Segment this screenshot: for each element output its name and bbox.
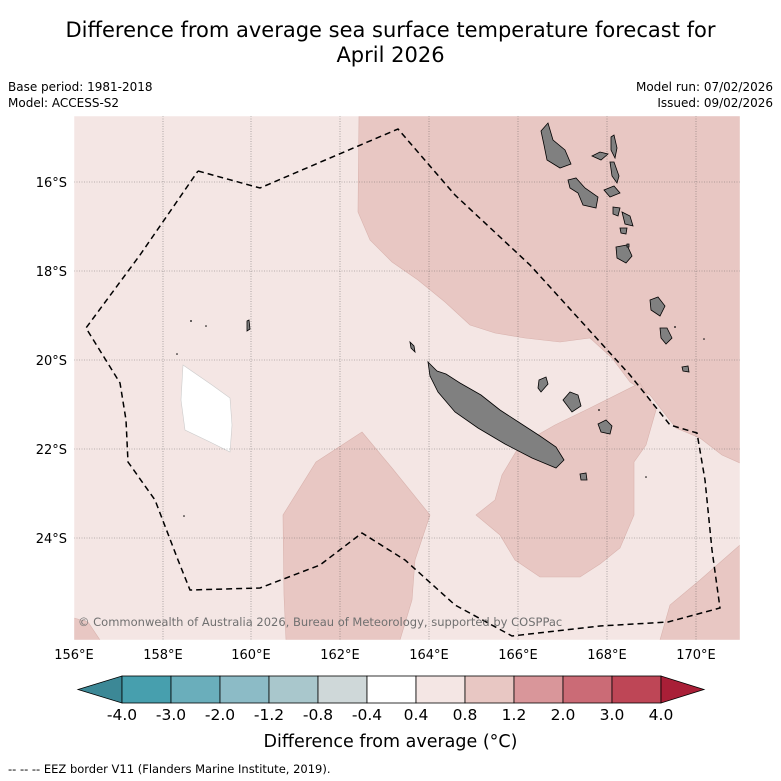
lon-label-164: 164°E [409,648,449,663]
colorbar-tick-9: 2.0 [551,706,576,724]
island-pentecost [609,161,620,184]
colorbar-segment-0 [121,675,172,704]
lat-tick-labels: 16°S 18°S 20°S 22°S 24°S [36,176,67,547]
meta-left: Base period: 1981-2018 Model: ACCESS-S2 [8,79,153,111]
meta-right: Model run: 07/02/2026 Issued: 09/02/2026 [636,79,773,111]
island-isle-of-pines [579,472,588,481]
island-ambrym [603,185,621,198]
lon-tick-labels: 156°E 158°E 160°E 162°E 164°E 166°E 168°… [54,648,716,663]
lon-label-162: 162°E [320,648,360,663]
colorbar-extend-under [76,675,123,704]
island-espiritu-santo [540,122,572,169]
colorbar-segment-7 [464,675,515,704]
legend-note: -- -- -- EEZ border V11 (Flanders Marine… [8,762,331,776]
island-ouvea [537,376,549,393]
chart-title: Difference from average sea surface temp… [0,18,781,68]
lon-label-156: 156°E [54,648,94,663]
island-efate [619,227,628,235]
lon-label-170: 170°E [676,648,716,663]
title-line-1: Difference from average sea surface temp… [65,18,716,42]
island-mare [597,419,613,435]
base-period: Base period: 1981-2018 [8,80,153,94]
island-new-caledonia [427,360,565,469]
map-area: © Commonwealth of Australia 2026, Bureau… [74,116,740,640]
model-name: Model: ACCESS-S2 [8,96,120,110]
anomaly-0.8-1.2-region-south-west [282,431,431,640]
island-belep [409,340,416,354]
island-shepherd [621,211,634,227]
colorbar-tick-8: 1.2 [502,706,527,724]
island-maewo [610,134,618,160]
island-chesterfield [246,319,251,332]
island-ambae [591,151,609,161]
colorbar-tick-2: -2.0 [205,706,235,724]
colorbar-segment-9 [562,675,613,704]
land-masses [246,122,690,481]
colorbar-segment-8 [513,675,564,704]
lon-label-168: 168°E [587,648,627,663]
island-erromango [615,244,633,264]
island-lifou [562,391,582,413]
copyright-notice: © Commonwealth of Australia 2026, Bureau… [78,615,562,629]
colorbar [76,675,706,704]
colorbar-segment-6 [415,675,466,704]
title-line-2: April 2026 [336,43,445,67]
island-tanna [649,296,666,317]
anomaly-0.8-1.2-region-north-east [357,116,740,464]
colorbar-segment-4 [317,675,368,704]
island-epi [612,206,621,217]
anomaly-0.8-1.2-region-south-west-corner [74,617,101,640]
colorbar-tick-3: -1.2 [254,706,284,724]
map-frame [73,115,741,641]
lat-label-16: 16°S [36,176,67,191]
island-malakula [567,177,599,209]
colorbar-label: Difference from average (°C) [263,732,518,752]
lon-label-160: 160°E [231,648,271,663]
island-small-1 [626,243,630,248]
anomaly-0.8-1.2-region-south-east-corner [659,544,740,640]
colorbar-segment-5 [366,675,417,704]
eez-legend-dashes: -- -- -- [8,762,41,776]
colorbar-tick-0: -4.0 [107,706,137,724]
lat-label-18: 18°S [36,265,67,280]
eez-border-dashed [85,128,721,637]
model-run: Model run: 07/02/2026 [635,80,773,94]
tiny-islets [176,320,705,517]
colorbar-tick-labels: -4.0 -3.0 -2.0 -1.2 -0.8 -0.4 0.4 0.8 1.2 2.0 3.0 4… [107,706,673,724]
issued-date: Issued: 09/02/2026 [657,96,773,110]
lat-label-22: 22°S [36,443,67,458]
island-matthew [681,365,690,373]
colorbar-tick-4: -0.8 [303,706,333,724]
lon-label-158: 158°E [143,648,183,663]
island-aneityum [659,327,673,345]
lon-label-166: 166°E [498,648,538,663]
colorbar-tick-1: -3.0 [156,706,186,724]
colorbar-segment-3 [268,675,319,704]
colorbar-tick-11: 4.0 [649,706,674,724]
gridlines [74,116,740,640]
lat-label-24: 24°S [36,532,67,547]
colorbar-segment-10 [611,675,662,704]
colorbar-segment-1 [170,675,221,704]
colorbar-segment-2 [219,675,270,704]
anomaly-neutral-region [180,364,233,453]
colorbar-tick-10: 3.0 [600,706,625,724]
lat-label-20: 20°S [36,354,67,369]
eez-legend-text: EEZ border V11 (Flanders Marine Institut… [43,762,331,776]
colorbar-tick-7: 0.8 [453,706,478,724]
colorbar-tick-6: 0.4 [404,706,429,724]
colorbar-extend-over [660,675,706,704]
colorbar-tick-5: -0.4 [352,706,382,724]
